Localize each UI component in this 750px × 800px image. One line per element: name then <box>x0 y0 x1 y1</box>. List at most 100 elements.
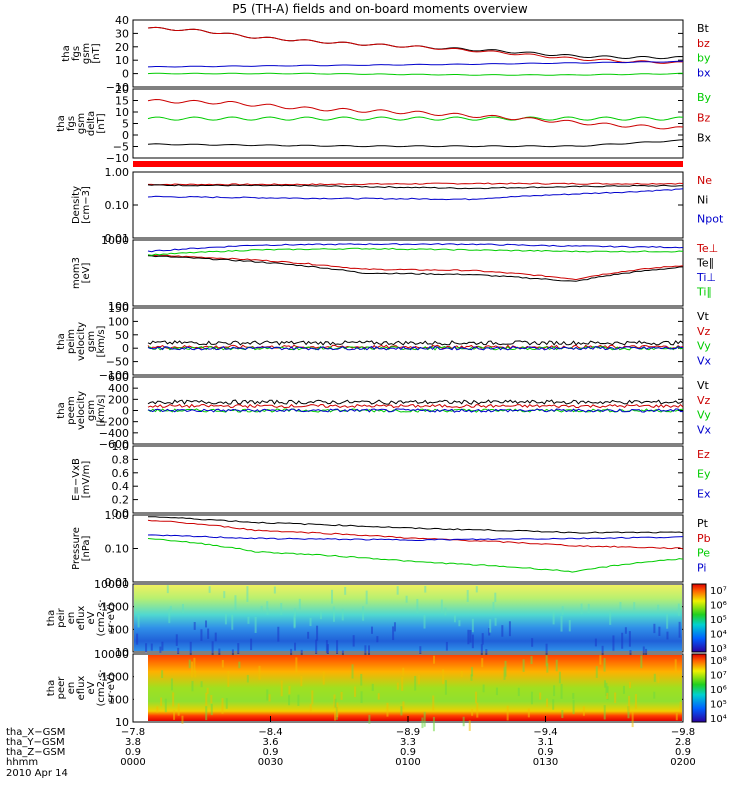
series-line-Vz <box>147 403 684 409</box>
spectrogram-texture <box>156 706 159 713</box>
x-tick-label: 2.8 <box>675 737 691 748</box>
spectrogram-texture <box>468 720 471 731</box>
spectrogram-texture <box>561 710 564 718</box>
spectrogram-texture <box>423 615 426 629</box>
y-axis-label: mom3 [eV] <box>71 257 92 289</box>
y-axis-label-line: mom3 <box>71 257 82 289</box>
y-tick-label: 0.01 <box>105 232 130 245</box>
y-axis-label-line: (cm2·s· <box>96 669 107 706</box>
spectrogram-texture <box>315 639 318 655</box>
spectrogram-texture <box>223 591 226 599</box>
y-axis-label-line: en <box>66 682 77 695</box>
spectrogram-texture <box>481 658 484 668</box>
spectrogram-texture <box>319 611 322 620</box>
spectrogram-texture <box>266 607 269 615</box>
spectrogram-texture <box>336 640 339 655</box>
x-tick-label: 0200 <box>670 757 695 768</box>
spectrogram-texture <box>341 608 344 621</box>
y-axis-label: tha peir en eflux eV (cm2·s· sr·eV) <box>46 599 117 636</box>
legend-Pi: Pi <box>697 561 706 574</box>
spectrogram-texture <box>334 698 337 708</box>
spectrogram-texture <box>560 615 563 632</box>
series-line-Pe <box>147 538 684 573</box>
y-tick-label: 0.8 <box>112 453 130 466</box>
spectrogram-texture <box>205 692 208 706</box>
x-tick-label: 0.9 <box>675 747 691 758</box>
spectrogram-texture <box>419 646 422 654</box>
spectrogram-texture <box>460 670 463 678</box>
colorbar-label: 10⁸ <box>710 656 727 667</box>
spectrogram-texture <box>601 645 604 658</box>
spectrogram-texture <box>605 682 608 697</box>
spectrogram-texture <box>325 640 328 654</box>
y-tick-label: 1000 <box>101 671 129 684</box>
y-axis-label-line: E=−VxB <box>71 458 82 501</box>
spectrogram-texture <box>309 617 312 627</box>
spectrogram-texture <box>619 601 622 610</box>
spectrogram-texture <box>173 710 176 720</box>
series-line-Vt <box>147 399 684 405</box>
y-axis-label: Density [cm−3] <box>71 186 92 224</box>
series-line-Vx <box>147 408 684 413</box>
spectrogram-texture <box>495 687 498 696</box>
legend-Ti∥: Ti∥ <box>696 286 712 299</box>
colorbar <box>691 653 707 723</box>
spectrogram-texture <box>250 638 253 651</box>
y-axis-label-line: [cm−3] <box>81 186 92 224</box>
y-tick-label: 100 <box>108 623 129 636</box>
spectrogram-texture <box>200 629 203 641</box>
spectrogram-texture <box>170 678 173 691</box>
spectrogram-texture <box>629 681 632 689</box>
legend-Te∥: Te∥ <box>696 257 714 270</box>
spectrogram-texture <box>555 659 558 672</box>
spectrogram-texture <box>568 620 571 632</box>
y-tick-label: −5 <box>113 141 129 154</box>
spectrogram-texture <box>631 711 634 728</box>
spectrogram-texture <box>580 603 583 615</box>
spectrogram-texture <box>166 585 169 594</box>
spectrogram-texture <box>402 701 405 710</box>
spectrogram-texture <box>614 692 617 704</box>
series-line-By <box>147 116 684 121</box>
spectrogram-texture <box>231 614 234 630</box>
spectrogram-texture <box>587 603 590 614</box>
spectrogram-texture <box>295 657 298 673</box>
spectrogram-texture <box>221 698 224 714</box>
spectrogram-texture <box>280 602 283 615</box>
y-axis-label: Pressure [nPa] <box>71 527 92 570</box>
y-axis-label-line: delta <box>86 111 97 136</box>
spectrogram-texture <box>481 633 484 645</box>
spectrogram-texture <box>476 702 479 718</box>
spectrogram-texture <box>208 586 211 593</box>
spectrogram-texture <box>553 685 556 697</box>
spectrogram-texture <box>227 671 230 687</box>
y-tick-label: −600 <box>99 438 129 451</box>
spectrogram-texture <box>210 695 213 704</box>
spectrogram-texture <box>508 621 511 637</box>
spectrogram-texture <box>224 614 227 625</box>
y-axis-label-line: velocity <box>76 391 87 430</box>
spectrogram-texture <box>530 656 533 665</box>
series-line-Bz <box>147 98 684 130</box>
spectrogram-texture <box>530 691 533 705</box>
spectrogram-texture <box>467 629 470 645</box>
spectrogram-texture <box>678 621 681 638</box>
y-axis-label-line: [eV] <box>81 263 92 284</box>
spectrogram-texture <box>177 647 180 655</box>
y-axis-label-line: Density <box>71 186 82 224</box>
spectrogram-texture <box>444 607 447 616</box>
spectrogram-texture <box>679 701 682 712</box>
spectrogram-texture <box>344 586 347 595</box>
spectrogram-texture <box>527 708 530 718</box>
spectrogram-texture <box>364 645 367 661</box>
spectrogram-texture <box>164 698 167 713</box>
spectrogram-texture <box>531 638 534 647</box>
y-tick-label: 100 <box>108 315 129 328</box>
y-tick-label: 10000 <box>94 578 129 591</box>
y-axis-label-line: [nT] <box>91 43 102 63</box>
y-axis-label-line: tha <box>46 610 57 626</box>
y-axis-label-line: [km/s] <box>96 325 107 357</box>
legend-by: by <box>697 52 711 65</box>
